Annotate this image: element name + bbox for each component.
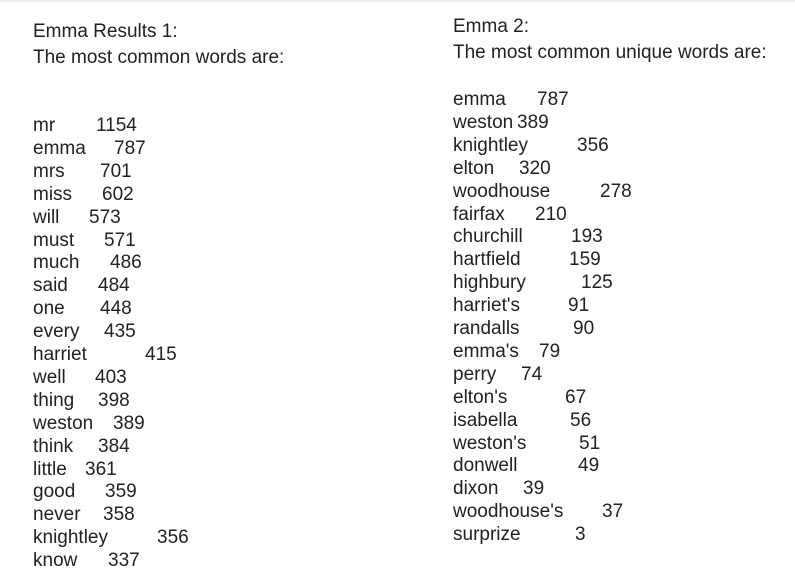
word-count-value: 278 xyxy=(600,180,632,202)
word-count-value: 125 xyxy=(581,272,613,294)
word-label: said xyxy=(33,275,68,297)
word-count-value: 37 xyxy=(602,501,624,523)
word-count-value: 49 xyxy=(578,455,600,477)
word-label: hartfield xyxy=(453,249,521,271)
word-label: woodhouse xyxy=(453,180,551,202)
word-label: dixon xyxy=(453,478,499,500)
word-label: knightley xyxy=(453,134,528,156)
word-label: fairfax xyxy=(453,203,505,225)
word-count-value: 91 xyxy=(568,295,590,317)
word-count-value: 39 xyxy=(523,478,545,500)
results-1-subtitle: The most common words are: xyxy=(33,47,285,68)
word-count-value: 90 xyxy=(573,318,595,339)
word-label: highbury xyxy=(453,272,526,294)
word-label: surprize xyxy=(453,524,521,546)
word-label: weston xyxy=(33,412,94,434)
word-label: never xyxy=(33,504,81,526)
word-count-value: 67 xyxy=(565,386,587,408)
word-count-value: 320 xyxy=(519,157,551,179)
word-label: woodhouse's xyxy=(453,501,564,523)
word-label: miss xyxy=(33,183,73,205)
word-count-value: 56 xyxy=(570,409,592,431)
results-2-title: Emma 2: xyxy=(453,16,530,37)
word-count-value: 389 xyxy=(113,412,145,434)
word-count-value: 51 xyxy=(579,432,601,454)
word-count-value: 384 xyxy=(98,435,130,457)
word-count-value: 415 xyxy=(145,344,177,365)
word-count-value: 573 xyxy=(89,206,121,228)
word-count-value: 359 xyxy=(105,481,137,503)
word-count-value: 79 xyxy=(539,340,561,362)
word-label: perry xyxy=(453,363,497,385)
word-count-value: 356 xyxy=(157,527,189,549)
word-count-value: 1154 xyxy=(96,115,137,136)
word-label: much xyxy=(33,252,80,274)
word-count-value: 787 xyxy=(114,137,146,159)
word-count-value: 159 xyxy=(569,249,601,271)
word-count-value: 193 xyxy=(571,226,603,248)
word-label: elton's xyxy=(453,386,508,408)
word-count-value: 571 xyxy=(104,229,136,251)
word-label: harriet's xyxy=(453,295,520,317)
word-label: emma xyxy=(453,89,506,110)
word-count-value: 389 xyxy=(517,111,549,133)
word-label: must xyxy=(33,229,75,251)
word-label: will xyxy=(33,206,60,228)
results-1-title: Emma Results 1: xyxy=(33,21,178,42)
word-count-value: 403 xyxy=(95,366,127,388)
word-label: churchill xyxy=(453,226,523,248)
word-count-value: 337 xyxy=(108,550,140,572)
word-label: little xyxy=(33,458,67,480)
word-count-value: 3 xyxy=(575,524,586,546)
word-label: weston's xyxy=(453,432,527,454)
word-count-value: 787 xyxy=(537,89,569,110)
word-label: isabella xyxy=(453,409,518,431)
word-label: mr xyxy=(33,115,56,136)
word-label: thing xyxy=(33,389,75,411)
word-label: think xyxy=(33,435,74,457)
word-label: every xyxy=(33,321,80,343)
word-label: randalls xyxy=(453,318,520,339)
word-count-value: 435 xyxy=(104,321,136,343)
top-divider xyxy=(0,0,795,2)
word-label: emma's xyxy=(453,340,519,362)
word-count-value: 448 xyxy=(100,298,132,320)
word-count-value: 486 xyxy=(110,252,142,274)
word-label: knightley xyxy=(33,527,108,549)
word-count-value: 210 xyxy=(535,203,567,225)
word-label: one xyxy=(33,298,65,320)
word-label: well xyxy=(33,366,66,388)
word-count-value: 602 xyxy=(102,183,134,205)
word-count-value: 361 xyxy=(85,458,117,480)
word-count-value: 356 xyxy=(577,134,609,156)
word-label: donwell xyxy=(453,455,518,477)
word-label: mrs xyxy=(33,160,65,182)
word-label: good xyxy=(33,481,76,503)
word-label: weston xyxy=(453,111,514,133)
word-count-value: 398 xyxy=(98,389,130,411)
word-count-value: 484 xyxy=(98,275,130,297)
word-count-value: 74 xyxy=(521,363,543,385)
word-count-value: 701 xyxy=(100,160,132,182)
word-label: elton xyxy=(453,157,495,179)
results-2-subtitle: The most common unique words are: xyxy=(453,42,767,63)
word-label: emma xyxy=(33,137,86,159)
word-label: know xyxy=(33,550,78,572)
word-count-value: 358 xyxy=(103,504,135,526)
word-label: harriet xyxy=(33,344,87,365)
